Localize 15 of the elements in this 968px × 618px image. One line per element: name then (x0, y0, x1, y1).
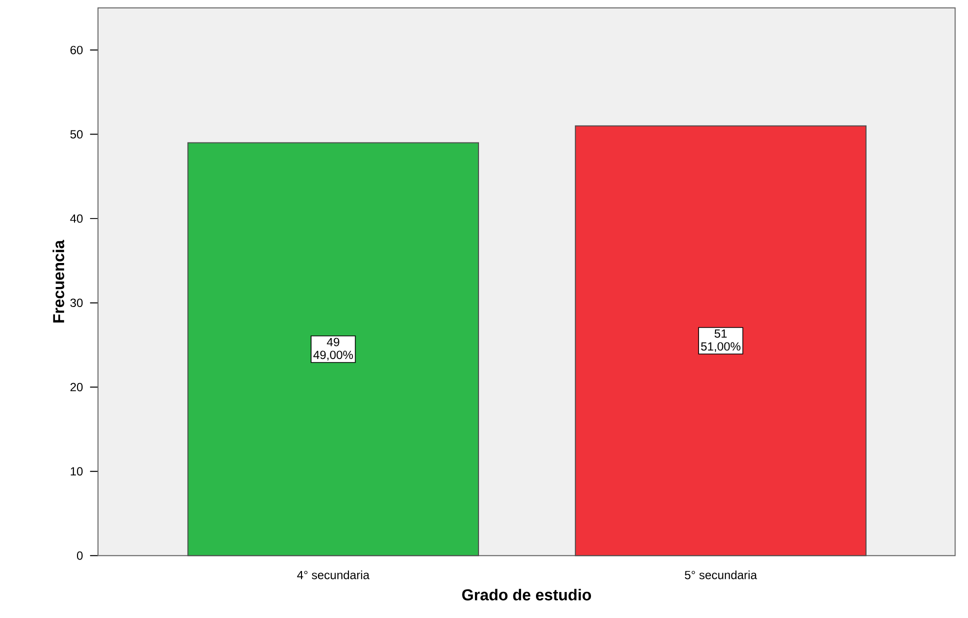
y-tick-label: 0 (76, 551, 83, 560)
y-tick-label: 10 (70, 467, 83, 476)
x-tick-label: 5° secundaria (684, 570, 758, 580)
x-axis-title: Grado de estudio (462, 588, 591, 600)
annotation: 49,00% (313, 350, 353, 361)
y-tick-label: 40 (70, 214, 83, 223)
y-tick-label: 30 (70, 298, 83, 308)
y-axis-title: Frecuencia (52, 240, 64, 323)
data-label: 51 (714, 330, 727, 338)
annotation: 51,00% (701, 342, 740, 352)
x-tick-label: 4° secundaria (297, 570, 370, 580)
data-label: 49 (326, 338, 340, 346)
y-tick-label: 20 (70, 382, 83, 392)
y-tick-label: 50 (70, 130, 83, 139)
y-tick-label: 60 (70, 46, 83, 54)
